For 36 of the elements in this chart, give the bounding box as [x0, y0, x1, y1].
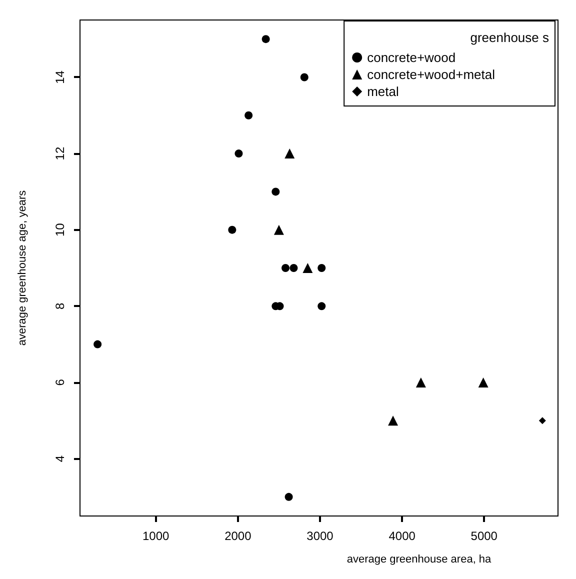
y-tick-label: 10 — [53, 222, 67, 237]
point — [290, 264, 298, 272]
y-tick-label: 12 — [53, 146, 67, 160]
y-tick-label: 14 — [53, 70, 67, 84]
point — [284, 492, 293, 501]
legend-label: concrete+wood — [367, 50, 456, 65]
point — [300, 73, 308, 82]
x-tick-label: 3000 — [306, 529, 334, 543]
point — [416, 377, 426, 388]
y-tick-label: 6 — [53, 378, 67, 386]
y-axis-title: average greenhouse age, years — [16, 190, 28, 346]
point — [234, 150, 243, 158]
legend-label: concrete+wood+metal — [367, 67, 496, 82]
point — [318, 264, 326, 272]
y-tick-label: 8 — [53, 302, 67, 310]
point — [318, 302, 326, 310]
legend-label: metal — [367, 84, 399, 99]
x-tick-label: 5000 — [470, 529, 498, 543]
point — [272, 188, 280, 196]
x-axis-title: average greenhouse area, ha — [346, 554, 492, 566]
point — [284, 148, 295, 159]
point — [302, 263, 313, 273]
legend-title: greenhouse s — [470, 30, 550, 45]
point — [538, 417, 546, 424]
y-tick-label: 4 — [53, 455, 67, 462]
point — [94, 340, 102, 348]
x-tick-label: 2000 — [224, 529, 252, 543]
x-tick-label: 4000 — [388, 529, 416, 543]
point — [282, 264, 290, 272]
point — [478, 377, 488, 388]
point — [388, 416, 398, 426]
point — [244, 111, 253, 120]
point — [274, 224, 284, 235]
x-tick-label: 1000 — [142, 529, 170, 543]
point — [262, 35, 270, 44]
point — [228, 226, 236, 234]
